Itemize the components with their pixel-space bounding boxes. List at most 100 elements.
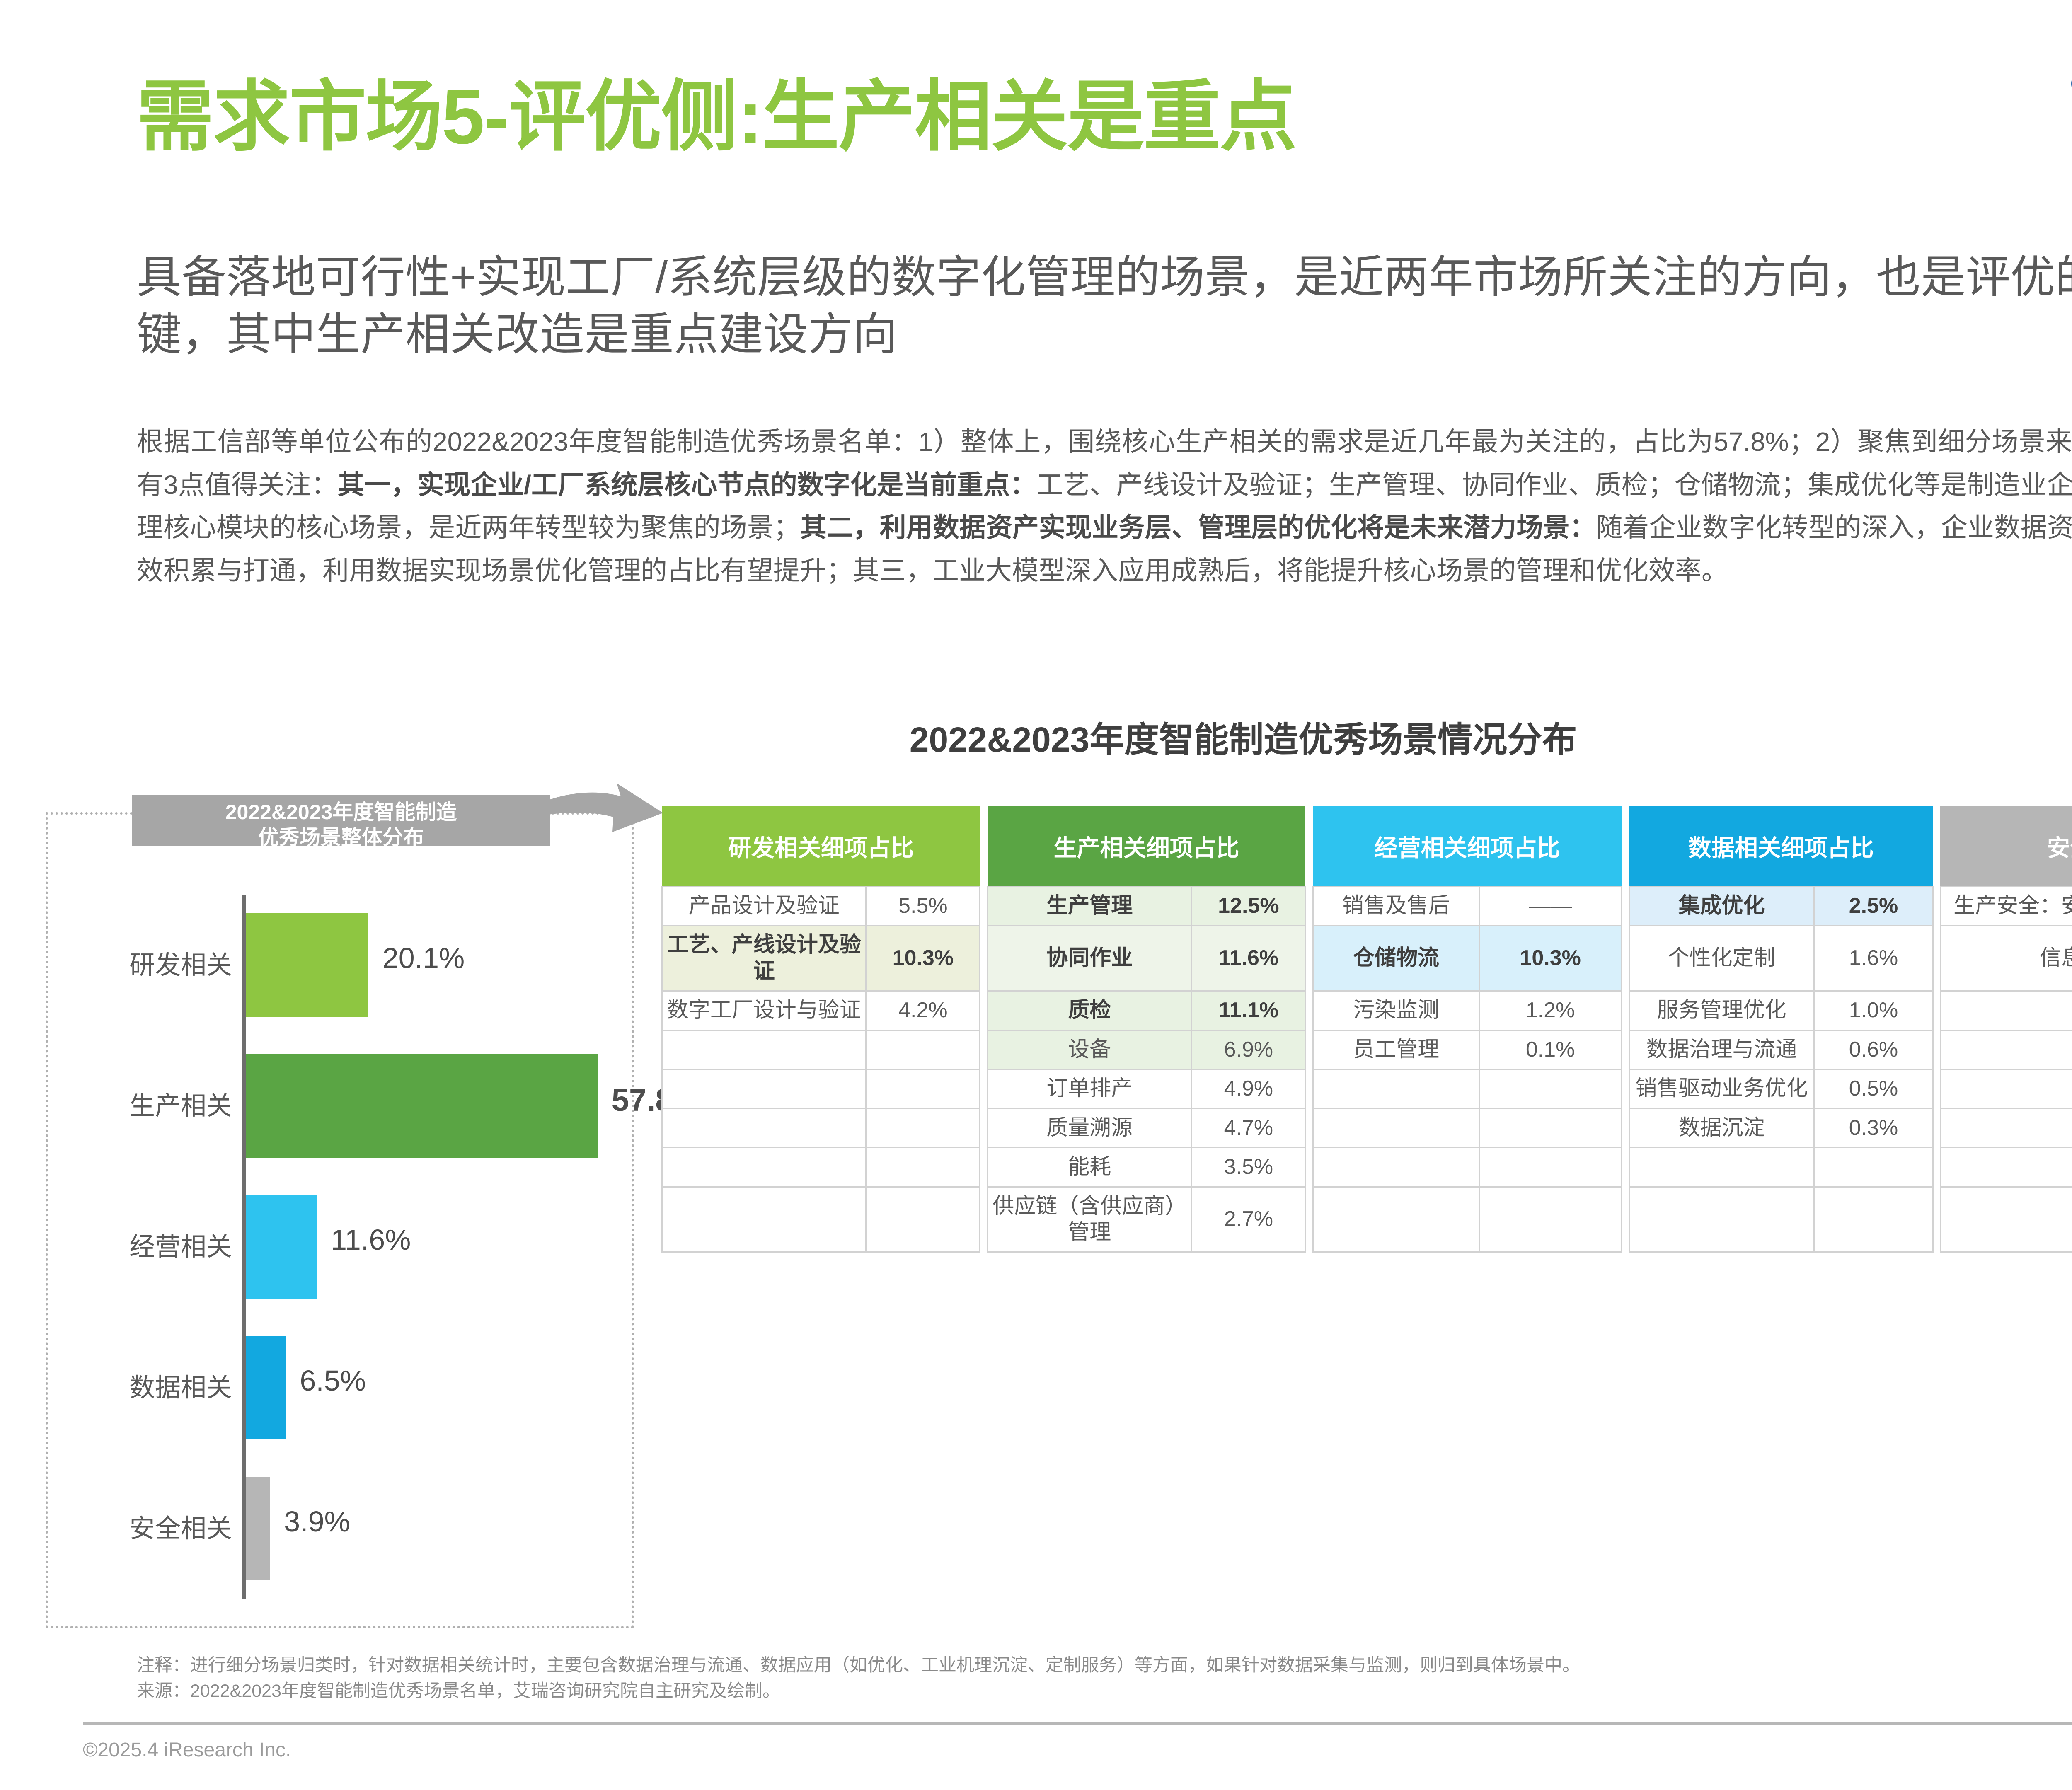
cell-item-name[interactable]: 生产管理	[987, 885, 1192, 926]
cell-item-value[interactable]	[865, 1147, 981, 1188]
cell-item-name[interactable]: 污染监测	[1312, 990, 1480, 1031]
cell-item-name[interactable]: 质检	[987, 990, 1192, 1031]
cell-item-name[interactable]: 数字工厂设计与验证	[661, 990, 867, 1031]
table-header: 研发相关细项占比 生产相关细项占比 经营相关细项占比 数据相关细项占比 安全相关…	[662, 806, 2072, 887]
cell-item-name[interactable]: 产品设计及验证	[661, 885, 867, 926]
cell-item-name[interactable]: 信息安全	[1939, 925, 2072, 992]
column-spacer	[1305, 991, 1313, 1030]
cell-item-value[interactable]: 3.5%	[1191, 1147, 1306, 1188]
paragraph-segment-3: 随着企业数字化转型的深入，企业数据资产得到有效积累与打通，利用数据实现场景优化管…	[137, 513, 2072, 586]
cell-item-value[interactable]: 1.6%	[1813, 925, 1934, 992]
cell-item-value[interactable]: 0.1%	[1478, 1029, 1622, 1070]
cell-item-name[interactable]: 质量溯源	[987, 1108, 1192, 1149]
cell-item-name[interactable]: 销售及售后	[1312, 885, 1480, 926]
cell-item-value[interactable]	[1813, 1186, 1934, 1253]
cell-item-value[interactable]	[1478, 1069, 1622, 1109]
column-spacer	[1621, 925, 1629, 991]
cell-item-value[interactable]	[865, 1029, 981, 1070]
cell-item-value[interactable]: 10.3%	[865, 925, 981, 992]
cell-item-name[interactable]	[1939, 1147, 2072, 1188]
column-header-production[interactable]: 生产相关细项占比	[988, 806, 1306, 887]
column-header-security[interactable]: 安全相关细项占比	[1940, 806, 2072, 887]
detail-table-wrapper: 研发相关细项占比 生产相关细项占比 经营相关细项占比 数据相关细项占比 安全相关…	[661, 806, 2072, 1253]
cell-item-name[interactable]: 生产安全：安全监测与运维	[1939, 885, 2072, 926]
cell-item-name[interactable]	[1939, 990, 2072, 1031]
bar-category-label: 安全相关	[129, 1514, 232, 1543]
cell-item-name[interactable]	[661, 1147, 867, 1188]
cell-item-name[interactable]	[1628, 1147, 1815, 1188]
cell-item-value[interactable]: 4.2%	[865, 990, 981, 1031]
cell-item-value[interactable]: 11.6%	[1191, 925, 1306, 992]
table-row: 供应链（含供应商）管理 2.7%	[661, 1186, 2072, 1253]
column-header-data[interactable]: 数据相关细项占比	[1629, 806, 1933, 887]
cell-item-name[interactable]	[1312, 1069, 1480, 1109]
cell-item-value[interactable]: 2.7%	[1191, 1186, 1306, 1253]
cell-item-value[interactable]: 4.9%	[1191, 1069, 1306, 1109]
cell-item-name[interactable]	[1939, 1069, 2072, 1109]
cell-item-value[interactable]: 1.2%	[1478, 990, 1622, 1031]
cell-item-name[interactable]	[661, 1069, 867, 1109]
cell-item-value[interactable]	[1813, 1147, 1934, 1188]
column-header-rd[interactable]: 研发相关细项占比	[662, 806, 980, 887]
cell-item-name[interactable]	[1939, 1108, 2072, 1149]
bar-row: 安全相关 3.9%	[66, 1459, 613, 1599]
cell-item-value[interactable]	[1478, 1108, 1622, 1149]
cell-item-name[interactable]	[1312, 1186, 1480, 1253]
chart-banner-line2: 优秀场景整体分布	[258, 826, 424, 849]
cell-item-value[interactable]	[1478, 1147, 1622, 1188]
cell-item-value[interactable]: 0.6%	[1813, 1029, 1934, 1070]
bar-rect[interactable]	[246, 1195, 317, 1299]
cell-item-value[interactable]	[1478, 1186, 1622, 1253]
bar-rect[interactable]	[246, 913, 368, 1017]
cell-item-name[interactable]: 服务管理优化	[1628, 990, 1815, 1031]
bar-row: 经营相关 11.6%	[66, 1177, 613, 1318]
cell-item-name[interactable]: 仓储物流	[1312, 925, 1480, 992]
column-spacer	[980, 1187, 988, 1252]
cell-item-name[interactable]	[661, 1029, 867, 1070]
cell-item-value[interactable]	[865, 1108, 981, 1149]
cell-item-name[interactable]	[1628, 1186, 1815, 1253]
cell-item-name[interactable]	[661, 1108, 867, 1149]
cell-item-name[interactable]	[1312, 1147, 1480, 1188]
cell-item-name[interactable]: 订单排产	[987, 1069, 1192, 1109]
cell-item-value[interactable]: 6.9%	[1191, 1029, 1306, 1070]
cell-item-name[interactable]	[1939, 1186, 2072, 1253]
column-spacer	[1621, 886, 1629, 926]
cell-item-name[interactable]: 个性化定制	[1628, 925, 1815, 992]
cell-item-value[interactable]: 4.7%	[1191, 1108, 1306, 1149]
cell-item-value[interactable]: 0.3%	[1813, 1108, 1934, 1149]
cell-item-value[interactable]: ——	[1478, 885, 1622, 926]
cell-item-name[interactable]: 设备	[987, 1029, 1192, 1070]
column-header-operations[interactable]: 经营相关细项占比	[1313, 806, 1622, 887]
cell-item-value[interactable]: 11.1%	[1191, 990, 1306, 1031]
bar-chart: 研发相关 20.1% 生产相关 57.8% 经营相关 11.6% 数据相关 6.5% 安全相关 3…	[66, 895, 701, 1599]
cell-item-name[interactable]	[1312, 1108, 1480, 1149]
cell-item-name[interactable]: 员工管理	[1312, 1029, 1480, 1070]
table-body: 产品设计及验证 5.5% 生产管理 12.5% 销售及售后 —— 集成优化 2.5% 生产安全：…	[661, 885, 2072, 1253]
cell-item-value[interactable]: 5.5%	[865, 885, 981, 926]
cell-item-name[interactable]: 销售驱动业务优化	[1628, 1069, 1815, 1109]
bar-rect[interactable]	[246, 1477, 270, 1580]
cell-item-value[interactable]: 10.3%	[1478, 925, 1622, 992]
cell-item-value[interactable]: 2.5%	[1813, 885, 1934, 926]
cell-item-value[interactable]	[865, 1186, 981, 1253]
page-header: 需求市场5-评优侧:生产相关是重点 Research 艾瑞咨询	[0, 0, 2072, 232]
bar-rect[interactable]	[246, 1054, 598, 1158]
cell-item-value[interactable]: 0.5%	[1813, 1069, 1934, 1109]
cell-item-name[interactable]: 集成优化	[1628, 885, 1815, 926]
column-spacer	[980, 991, 988, 1030]
cell-item-name[interactable]: 能耗	[987, 1147, 1192, 1188]
cell-item-name[interactable]: 数据沉淀	[1628, 1108, 1815, 1149]
cell-item-name[interactable]: 数据治理与流通	[1628, 1029, 1815, 1070]
cell-item-value[interactable]: 1.0%	[1813, 990, 1934, 1031]
cell-item-name[interactable]: 协同作业	[987, 925, 1192, 992]
cell-item-name[interactable]	[661, 1186, 867, 1253]
cell-item-value[interactable]	[865, 1069, 981, 1109]
cell-item-name[interactable]: 供应链（含供应商）管理	[987, 1186, 1192, 1253]
bar-category-label: 生产相关	[129, 1092, 232, 1120]
cell-item-name[interactable]: 工艺、产线设计及验证	[661, 925, 867, 992]
bar-rect[interactable]	[246, 1336, 286, 1439]
cell-item-value[interactable]: 12.5%	[1191, 885, 1306, 926]
cell-item-name[interactable]	[1939, 1029, 2072, 1070]
column-spacer	[980, 1069, 988, 1109]
